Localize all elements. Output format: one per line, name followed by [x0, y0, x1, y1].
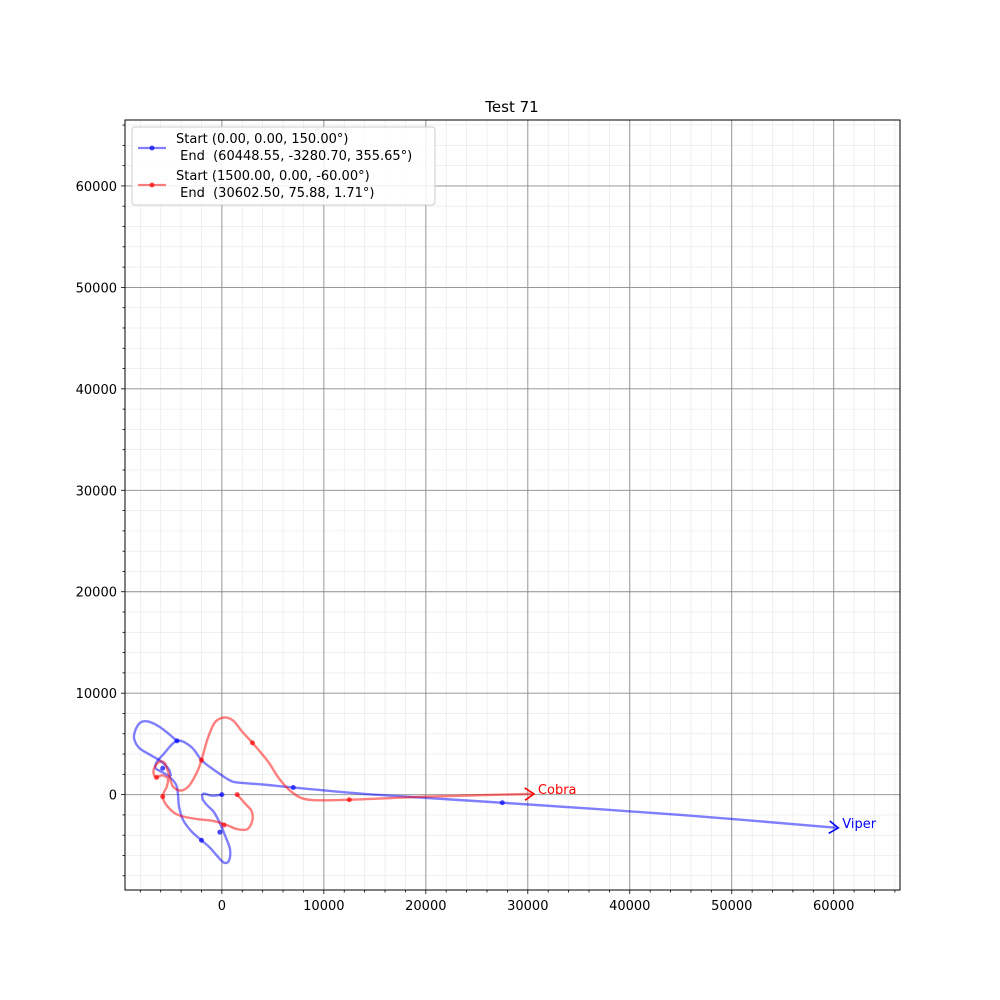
legend-label-viper-start: Start (0.00, 0.00, 150.00°): [176, 132, 348, 147]
chart-title: Test 71: [484, 98, 538, 116]
x-tick-label: 10000: [303, 899, 344, 914]
x-tick-label: 0: [218, 899, 226, 914]
series-arrow-viper: [828, 820, 840, 835]
y-tick-label: 30000: [76, 484, 117, 499]
y-tick-label: 0: [109, 789, 117, 804]
legend-label-cobra-start: Start (1500.00, 0.00, -60.00°): [176, 169, 370, 184]
series-marker-cobra: [160, 794, 166, 800]
plot-area: Viper Cobra 0 10000 20000 30000 40000 50000 600…: [76, 119, 901, 914]
series-marker-cobra: [346, 797, 352, 803]
series-marker-cobra: [221, 822, 227, 828]
plot-frame: [124, 119, 901, 891]
legend-marker-cobra: [149, 182, 155, 188]
legend-box: [131, 126, 436, 206]
series-layer: Viper Cobra: [132, 716, 877, 865]
y-axis-ticks: 0 10000 20000 30000 40000 50000 60000: [76, 124, 125, 877]
series-marker-cobra: [154, 774, 160, 780]
y-tick-label: 10000: [76, 687, 117, 702]
x-axis-ticks: 0 10000 20000 30000 40000 50000 60000: [139, 890, 896, 914]
x-tick-label: 40000: [609, 899, 650, 914]
y-tick-label: 40000: [76, 383, 117, 398]
series-marker-viper: [198, 837, 204, 843]
series-marker-viper: [217, 829, 223, 835]
legend-label-cobra-end: End (30602.50, 75.88, 1.71°): [176, 186, 374, 201]
legend-label-viper-end: End (60448.55, -3280.70, 355.65°): [176, 149, 412, 164]
series-marker-cobra: [234, 792, 240, 798]
x-tick-label: 30000: [507, 899, 548, 914]
y-tick-label: 60000: [76, 180, 117, 195]
x-tick-label: 50000: [711, 899, 752, 914]
series-end-label-cobra: Cobra: [538, 783, 577, 798]
series-marker-cobra: [249, 740, 255, 746]
legend: Start (0.00, 0.00, 150.00°) End (60448.5…: [131, 126, 436, 206]
legend-entry-viper: Start (0.00, 0.00, 150.00°) End (60448.5…: [138, 132, 412, 164]
series-arrow-cobra: [524, 787, 536, 801]
legend-marker-viper: [149, 145, 155, 151]
series-marker-viper: [174, 738, 180, 744]
legend-entry-cobra: Start (1500.00, 0.00, -60.00°) End (3060…: [138, 169, 374, 201]
series-marker-viper: [160, 765, 166, 771]
y-tick-label: 50000: [76, 281, 117, 296]
series-marker-viper: [219, 792, 225, 798]
x-tick-label: 20000: [405, 899, 446, 914]
series-end-label-viper: Viper: [842, 817, 876, 832]
series-marker-cobra: [198, 757, 204, 763]
x-tick-label: 60000: [813, 899, 854, 914]
series-marker-viper: [290, 785, 296, 791]
y-tick-label: 20000: [76, 586, 117, 601]
series-marker-viper: [499, 800, 505, 806]
